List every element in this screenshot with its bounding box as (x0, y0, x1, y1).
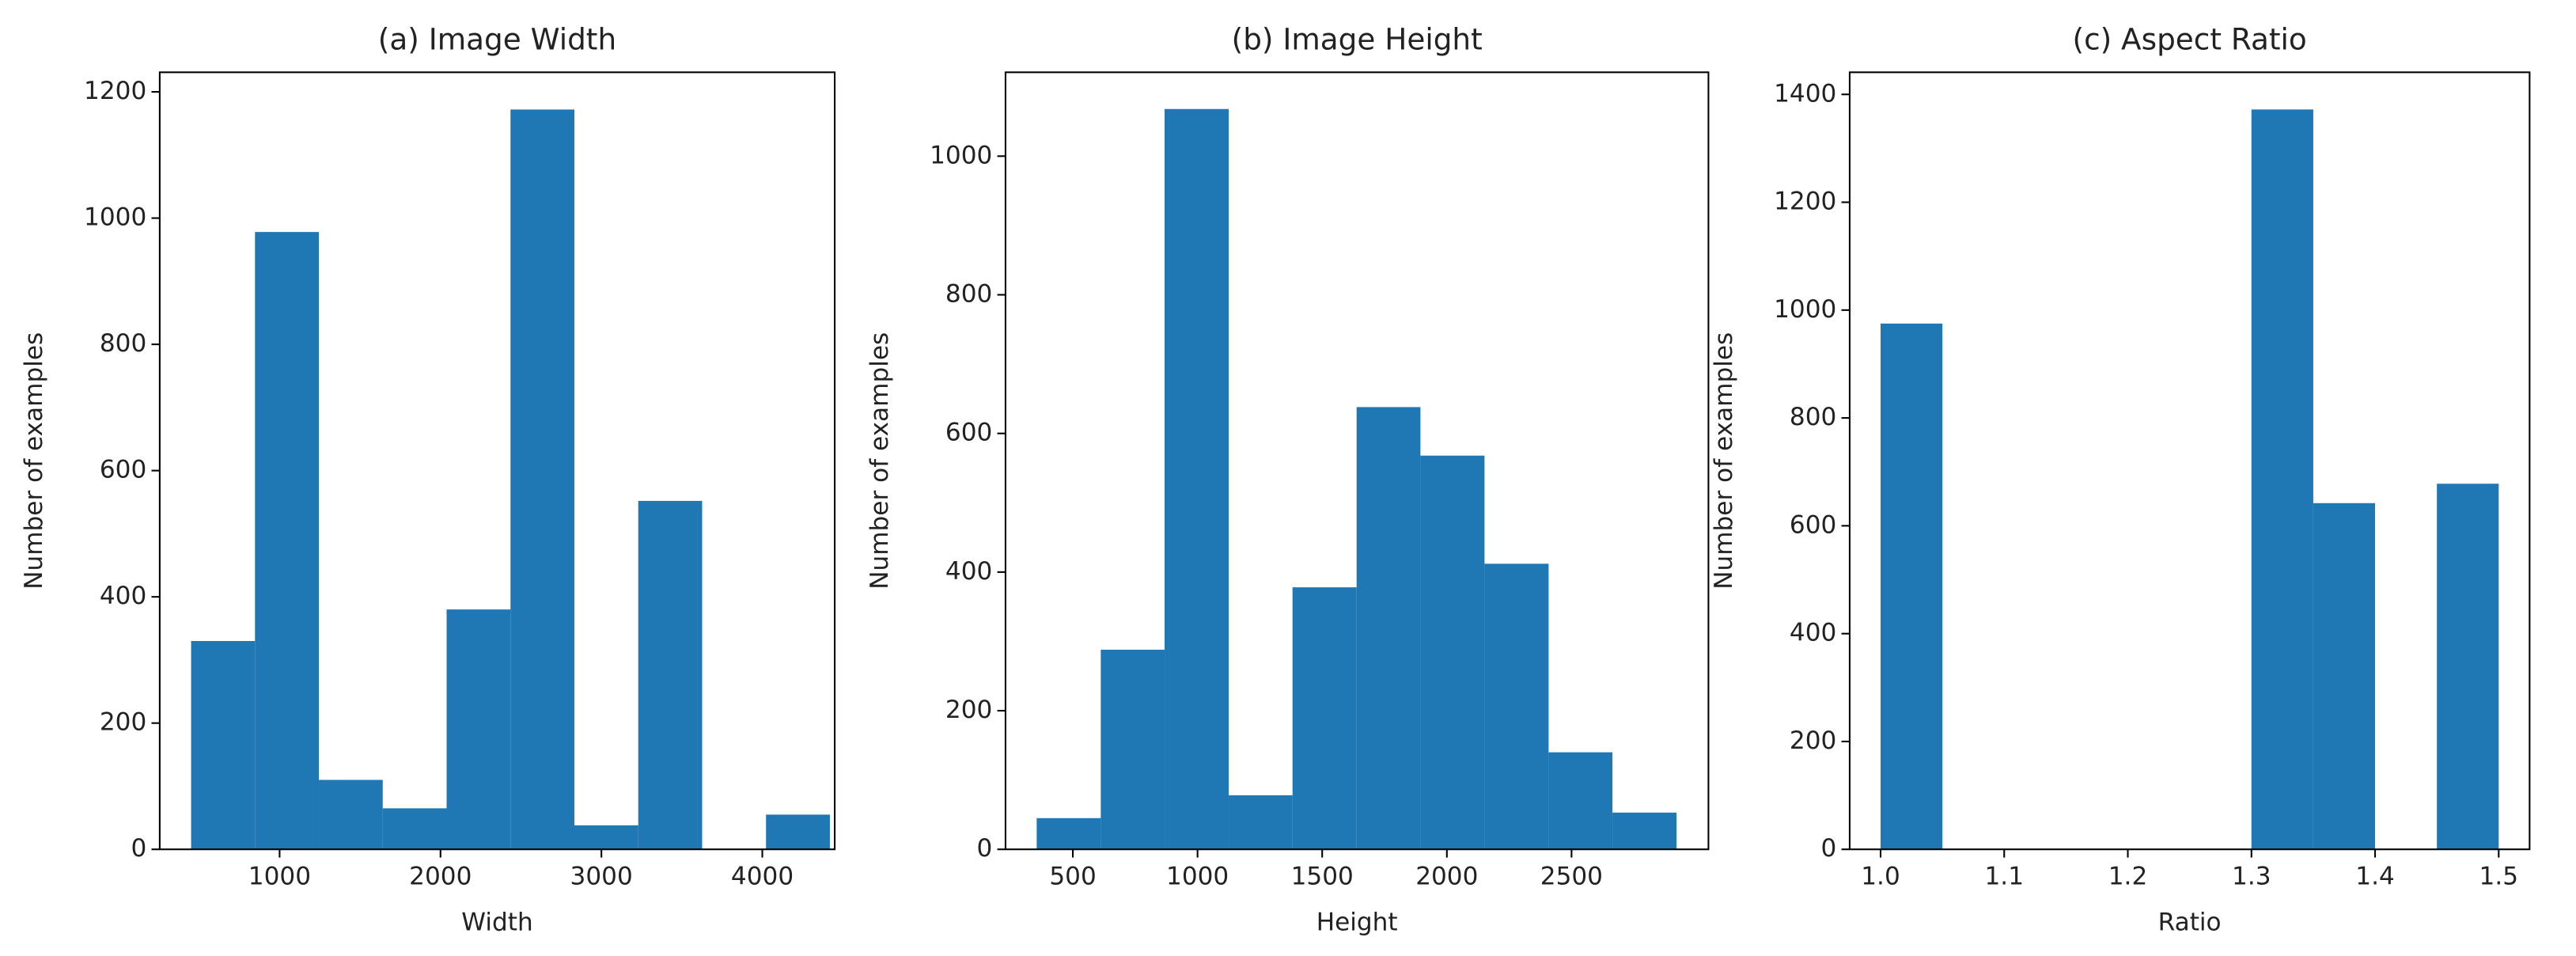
y-tick-label: 800 (945, 280, 992, 309)
bar (255, 232, 320, 850)
bar (766, 814, 830, 850)
axes-frame (1848, 71, 2531, 851)
y-tick-label: 200 (1790, 726, 1836, 755)
y-tick-label: 600 (945, 419, 992, 447)
bar (1036, 818, 1101, 850)
x-tick-label: 1000 (1166, 863, 1229, 891)
y-tick-label: 400 (100, 582, 146, 610)
x-tick-label: 1.3 (2232, 863, 2271, 891)
bar (191, 641, 256, 850)
x-axis-label: Width (461, 909, 532, 937)
x-tick-label: 500 (1049, 863, 1096, 891)
bar (1356, 407, 1421, 850)
y-tick-label: 0 (131, 834, 146, 863)
y-tick-label: 200 (100, 708, 146, 737)
bar (2437, 484, 2499, 850)
bar (510, 109, 574, 850)
x-tick-label: 1500 (1291, 863, 1354, 891)
bar (1484, 563, 1549, 850)
chart-title: (c) Aspect Ratio (2073, 21, 2307, 56)
y-tick-label: 400 (1790, 619, 1836, 647)
y-tick-label: 600 (1790, 510, 1836, 539)
y-tick-label: 1200 (1774, 188, 1836, 216)
axes-frame (1004, 71, 1710, 851)
x-axis-label: Ratio (2158, 909, 2222, 937)
y-tick-label: 200 (945, 696, 992, 724)
y-tick-label: 600 (100, 456, 146, 484)
y-axis-label: Number of examples (866, 332, 894, 590)
bar (2313, 503, 2376, 850)
bar (1881, 323, 1943, 850)
x-tick-label: 4000 (731, 863, 794, 891)
chart-title: (a) Image Width (378, 21, 616, 56)
bar (1420, 455, 1485, 850)
x-tick-label: 1000 (248, 863, 311, 891)
y-tick-label: 1000 (84, 203, 146, 232)
x-tick-label: 1.0 (1861, 863, 1900, 891)
x-tick-label: 1.1 (1985, 863, 2025, 891)
bar (1548, 752, 1613, 850)
y-tick-label: 800 (100, 329, 146, 358)
y-tick-label: 1000 (930, 141, 992, 169)
x-tick-label: 2000 (409, 863, 472, 891)
x-axis-label: Height (1316, 909, 1398, 937)
y-tick-label: 0 (1821, 834, 1837, 863)
bar (446, 609, 511, 850)
x-tick-label: 2000 (1415, 863, 1478, 891)
y-tick-label: 1000 (1774, 295, 1836, 324)
bar (1229, 795, 1293, 850)
bar (1100, 649, 1165, 850)
x-tick-label: 1.4 (2355, 863, 2394, 891)
y-tick-label: 1400 (1774, 79, 1836, 108)
bar (638, 500, 703, 850)
x-tick-label: 3000 (570, 863, 633, 891)
y-tick-label: 800 (1790, 403, 1836, 431)
bar (2251, 109, 2313, 850)
bar (574, 825, 638, 850)
bar (1612, 812, 1677, 850)
x-tick-label: 2500 (1540, 863, 1603, 891)
y-axis-label: Number of examples (1710, 332, 1738, 590)
y-tick-label: 1200 (84, 77, 146, 105)
bar (1292, 587, 1357, 850)
bar (382, 808, 447, 850)
y-tick-label: 0 (977, 834, 993, 863)
y-axis-label: Number of examples (20, 332, 48, 590)
bar (1165, 108, 1229, 850)
x-tick-label: 1.2 (2108, 863, 2147, 891)
bar (319, 780, 383, 850)
axes-frame (158, 71, 836, 851)
y-tick-label: 400 (945, 557, 992, 586)
chart-title: (b) Image Height (1232, 21, 1483, 56)
x-tick-label: 1.5 (2479, 863, 2519, 891)
